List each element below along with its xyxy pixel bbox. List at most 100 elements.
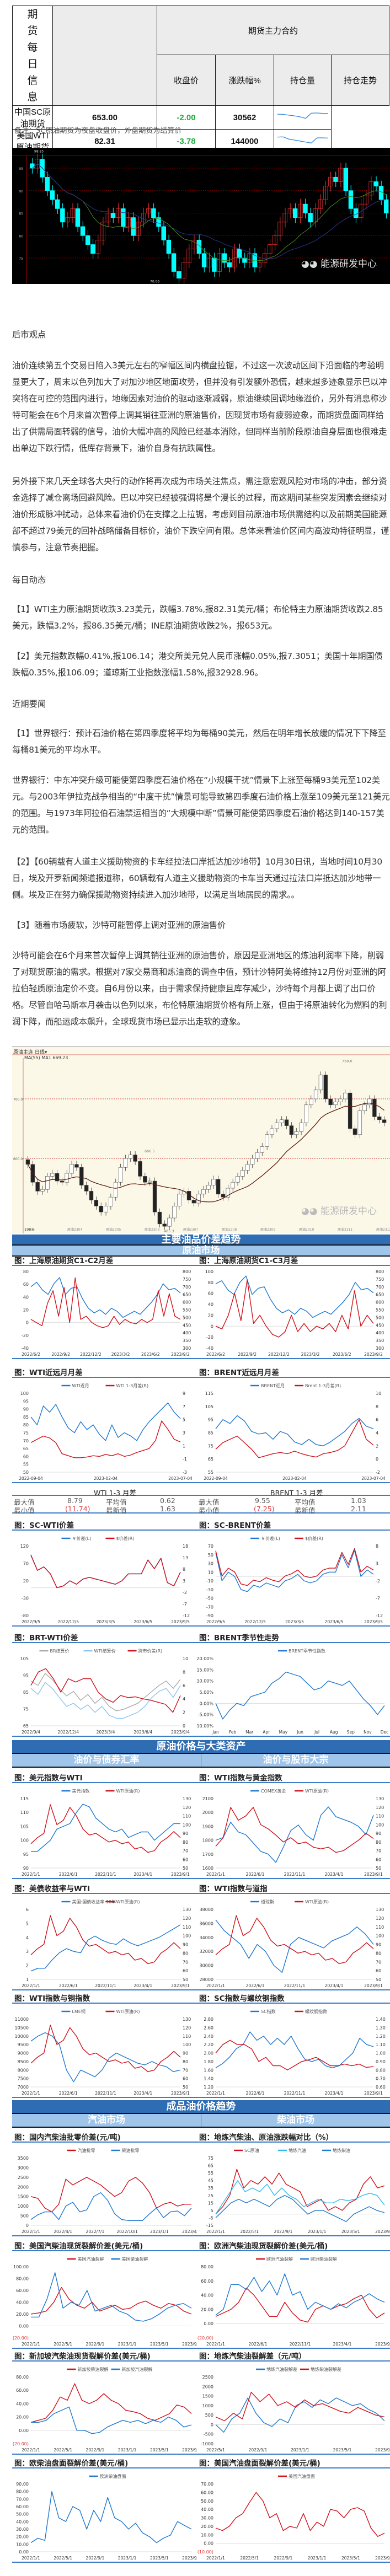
y-right-tick-label: 650 (183, 1292, 191, 1297)
stats-title: WTI 1-3 月差 (94, 1489, 137, 1497)
x-tick-label: 2023/4/1 (182, 2229, 197, 2234)
x-tick-label: 2023/5/1 (333, 2448, 352, 2452)
candle-body (323, 186, 328, 200)
candle-body (143, 1176, 147, 1183)
candle-body (308, 213, 313, 223)
low-label: 70.06 (150, 280, 159, 283)
candle-body (236, 1176, 240, 1183)
y-tick-label: 20 (208, 1313, 213, 1318)
open-interest: 30562 (215, 105, 274, 130)
candle-body (237, 249, 242, 259)
series-line (30, 2025, 181, 2073)
y-right-tick-label: 90 (376, 1831, 381, 1836)
y-tick-label: 70.00 (201, 2482, 213, 2487)
line-chart-svg: 11000 10500 10000 9500 9000 8500 8000 7500 7000 1… (15, 2009, 191, 2096)
candle-body (156, 217, 161, 227)
y-tick-label: -40 (206, 1346, 213, 1351)
trend-sparkline (274, 105, 332, 130)
y-right-tick-label: -7 (376, 1596, 380, 1601)
ma-label: MA(55) (24, 1055, 40, 1060)
legend-label: WTI结算价 (94, 1648, 116, 1654)
line-chart-svg: 100 80 60 40 20 0 -20 -40 800 750 700 650 600 550 500 4… (205, 1269, 384, 1357)
candle-body (222, 253, 227, 263)
y-right-tick-label: 0 (183, 1724, 185, 1729)
candle-body (45, 176, 50, 191)
side-label: 期 货 每 日 信 息 (12, 6, 53, 106)
y-tick-label: 40.00 (16, 2300, 29, 2305)
candle-body (141, 213, 146, 223)
y-right-tick-label: 2 (183, 1710, 185, 1715)
x-tick-label: 2023/3/2 (301, 1352, 320, 1357)
candle-body (191, 1200, 196, 1204)
y-right-tick-label: 60 (183, 2076, 188, 2081)
y-right-tick-label: 500 (376, 1315, 384, 1320)
legend-label: 汽油批零 (78, 2148, 95, 2153)
x-tick-label: 2023/6/5 (325, 1619, 344, 1624)
y-right-tick-label: 120 (183, 1805, 191, 1810)
legend-label: 道琼斯 (261, 1899, 274, 1904)
x-tick-label: 2022/6/2 (206, 1352, 225, 1357)
chart-title: 图：SC-BRENT价差 (197, 1521, 390, 1531)
col-trend: 持仓走势 (331, 55, 389, 106)
y-tick-label: 25 (208, 2193, 213, 2198)
chart-panel: 图：BRENT季节性走势 20.00% 15.00% 10.00% 5.00% 0.00%… (197, 1633, 390, 1737)
legend-label: WTI原油(R) (116, 1899, 140, 1904)
candle-body (201, 1189, 206, 1195)
chart-title: 图：WTI指数与铜指数 (12, 1994, 197, 2004)
series-line (215, 2397, 385, 2433)
y-tick-label: 45 (208, 2178, 213, 2183)
y-tick-label: 8500 (18, 2059, 29, 2064)
x-tick-label: 2022/6/1 (59, 1983, 78, 1988)
x-tick-label: 2022/1/1 (22, 1983, 40, 1988)
x-tick-label: 2022/12/5 (244, 1619, 266, 1624)
candle-body (167, 1217, 172, 1227)
y-right-tick-label: 3 (376, 1561, 378, 1566)
chart-panel: 图：美国汽油盘面裂解价差(美元/桶) 70.00 60.00 50.00 40.00 30… (197, 2459, 390, 2563)
legend-label: 地炼柴油 (333, 2148, 350, 2153)
y-tick-label: 10.00 (201, 2532, 213, 2537)
series-line (215, 2287, 385, 2323)
x-tick-label: 2022/5/1 (240, 2229, 259, 2234)
series-line (215, 2273, 385, 2316)
y-tick-label: 1600 (202, 1866, 213, 1871)
legend-label: BRENT季节性指数 (289, 1648, 325, 1654)
period-selector[interactable]: 日线 (34, 1050, 45, 1055)
x-tick-label: 2023/9/1 (375, 2342, 390, 2347)
legend-label: 美国:国债收益率:10年 (72, 1899, 116, 1904)
series-line (31, 2272, 192, 2322)
series-line (30, 2032, 181, 2083)
y-right-tick-label: 300 (183, 1346, 191, 1351)
line-chart-svg: 1009590858075706560555097531-1-32022-09-… (19, 1383, 193, 1481)
chart-panel: 图：美债收益率与WTI 6 5 4 3 2 1 130 120 110 100 90 80 70 60 50 2… (12, 1884, 197, 1990)
col-close: 收盘价 (157, 55, 216, 106)
y-right-tick-label: 60 (183, 1968, 188, 1973)
column-header-row: 收盘价 涨跌幅% 持仓量 持仓走势 (13, 55, 389, 106)
candle-body (55, 199, 60, 209)
candle-body (313, 1090, 318, 1099)
candle-body (212, 257, 217, 272)
chart-panel: 图：BRENT近远月月差 115 105 95 85 75 65 55 10 8 6 4 2 0 -2 202… (197, 1368, 390, 1483)
x-tick-label: 2022/9/2 (238, 1352, 257, 1357)
chart-panel: 图：上海原油期货C1-C3月差 100 80 60 40 20 0 -20 -40 800 750 7… (197, 1256, 390, 1359)
news-item: 【2】【60辆载有人道主义援助物资的卡车经拉法口岸抵达加沙地带】10月30日讯，… (12, 857, 382, 900)
candle-body (247, 253, 252, 263)
stat-label: 最大值 (199, 1498, 220, 1506)
chart-title: 图：WTI近远月月差 (12, 1368, 197, 1378)
y-tick-label: 1800 (202, 1838, 213, 1843)
y-right-tick-label: 110 (183, 1814, 191, 1819)
candle-body (65, 217, 70, 223)
y-tick-label: 60 (208, 1291, 213, 1296)
candle-body (206, 1185, 211, 1190)
y-tick-label: (10.00) (197, 2550, 213, 2554)
y-tick-label: 2000 (18, 2185, 29, 2189)
candle-body (328, 176, 333, 186)
x-tick-label: 原油2305 (106, 1227, 121, 1232)
series-line (30, 2192, 192, 2221)
y-right-tick-label: 80 (376, 1951, 381, 1956)
y-right-tick-label: -3 (183, 1470, 187, 1475)
line-chart-svg: 2500 2000 1500 1000 500 0 -500 -1000 2022/5/1 202… (201, 2366, 390, 2452)
y-right-tick-label: 50 (183, 1977, 188, 1982)
y-tick-label: 20 (23, 1579, 29, 1584)
x-tick-label: 2022/1/1 (22, 2091, 40, 2096)
candle-body (359, 203, 364, 218)
